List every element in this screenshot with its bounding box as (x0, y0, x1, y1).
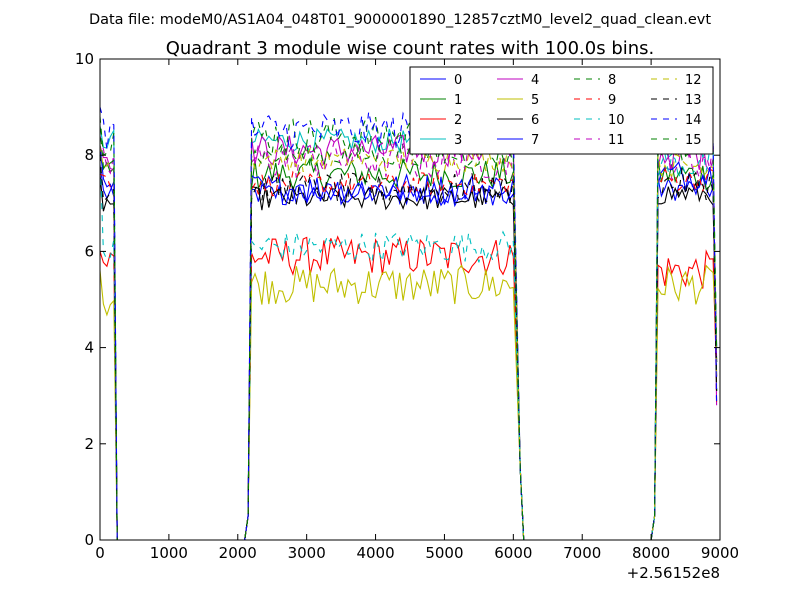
y-tick-label-4: 4 (84, 339, 94, 357)
series-line-9 (99, 167, 718, 541)
y-tick-label-6: 6 (84, 242, 94, 260)
y-tick-label-8: 8 (84, 146, 94, 164)
y-tick-label-0: 0 (84, 531, 94, 549)
x-tick-label-1000: 1000 (150, 544, 188, 562)
legend-label-4: 4 (531, 73, 539, 88)
axis-layer: 0 1000 2000 3000 4000 5000 6000 7000 8000 9000 0 2 4… (75, 50, 739, 562)
legend-label-10: 10 (608, 113, 625, 128)
chart-title: Quadrant 3 module wise count rates with … (166, 38, 655, 59)
x-tick-label-9000: 9000 (701, 544, 739, 562)
plot-frame (99, 58, 721, 541)
x-tick-label-6000: 6000 (494, 544, 532, 562)
series-line-2 (99, 235, 718, 541)
legend-label-8: 8 (608, 73, 616, 88)
series-line-0 (99, 164, 718, 541)
series-line-10 (99, 149, 718, 541)
plot-layer (99, 106, 718, 541)
legend-label-1: 1 (454, 93, 462, 108)
series-line-13 (99, 155, 718, 541)
legend-label-11: 11 (608, 133, 625, 148)
series-line-7 (99, 145, 718, 541)
x-offset-label: +2.56152e8 (627, 564, 720, 582)
legend-frame (409, 66, 714, 155)
x-tick-label-4000: 4000 (356, 544, 394, 562)
x-tick-label-7000: 7000 (563, 544, 601, 562)
y-tick-label-10: 10 (75, 50, 94, 68)
legend-label-9: 9 (608, 93, 616, 108)
legend-label-0: 0 (454, 73, 462, 88)
legend-label-2: 2 (454, 113, 462, 128)
legend-label-6: 6 (531, 113, 539, 128)
series-line-5 (99, 264, 718, 541)
legend-label-14: 14 (685, 113, 702, 128)
series-line-12 (99, 145, 718, 541)
legend-label-15: 15 (685, 133, 702, 148)
legend-label-5: 5 (531, 93, 539, 108)
x-tick-label-2000: 2000 (219, 544, 257, 562)
y-tick-label-2: 2 (84, 435, 94, 453)
series-line-14 (99, 106, 718, 541)
series-line-6 (99, 174, 718, 541)
legend-label-3: 3 (454, 133, 462, 148)
legend-label-7: 7 (531, 133, 539, 148)
legend-label-12: 12 (685, 73, 702, 88)
x-tick-label-8000: 8000 (632, 544, 670, 562)
x-tick-label-3000: 3000 (288, 544, 326, 562)
figure-suptitle: Data file: modeM0/AS1A04_048T01_90000018… (89, 12, 711, 28)
x-tick-label-0: 0 (95, 544, 105, 562)
series-line-1 (99, 155, 718, 541)
x-tick-label-5000: 5000 (425, 544, 463, 562)
legend-label-13: 13 (685, 93, 702, 108)
